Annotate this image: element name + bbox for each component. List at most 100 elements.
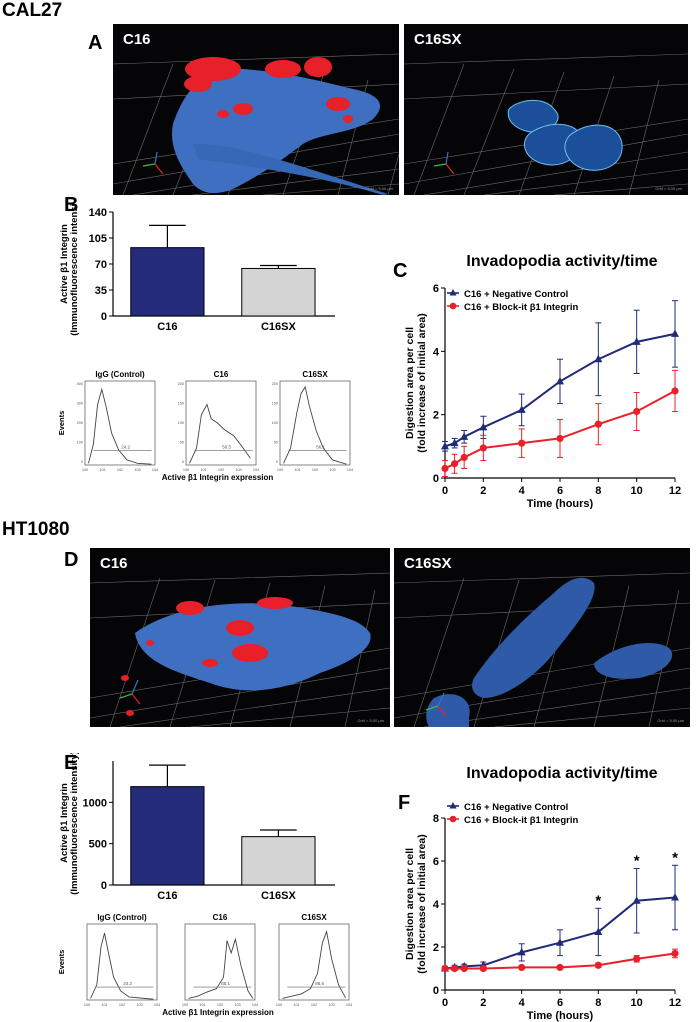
histogram-x-tick: 103	[235, 468, 241, 472]
data-point	[460, 453, 468, 462]
histogram-curve	[283, 385, 347, 465]
histogram-title: C16SX	[302, 370, 328, 379]
histogram-x-tick: 100	[183, 468, 189, 472]
significance-star: *	[634, 853, 640, 870]
panel-label-c: C	[393, 260, 408, 282]
flow-histogram-2: C16 85.1 100 101 102 103 104	[182, 913, 258, 1007]
micrograph-d-c16sx: C16SX Grid = 5.00 µm	[394, 548, 690, 727]
data-point	[518, 963, 526, 972]
histogram-x-tick: 103	[328, 1003, 334, 1007]
panel-label-e: E	[64, 752, 78, 774]
data-point	[460, 432, 469, 440]
histogram-y-tick: 0	[81, 460, 83, 464]
histogram-x-tick: 101	[200, 468, 206, 472]
histogram-title: C16	[213, 913, 228, 922]
flow-histogram-3: C16SX 56.1 200 150 100 50 0 100 101 102 103 104	[272, 370, 354, 472]
micrograph-a-c16-image	[113, 53, 399, 195]
section-title-ht1080: HT1080	[2, 519, 70, 540]
legend-marker	[449, 302, 457, 310]
micrograph-a-c16-scale: Grid = 5.00 µm	[366, 186, 393, 191]
histogram-curve	[188, 937, 254, 999]
histogram-frame	[185, 380, 257, 466]
x-tick-label: 2	[480, 485, 486, 497]
x-tick-label: 4	[519, 997, 526, 1009]
data-point	[594, 354, 603, 363]
histogram-y-tick: 150	[272, 402, 278, 406]
micrograph-d-c16: C16 Grid = 5.00 µm	[90, 548, 390, 727]
gate-value: 85.1	[221, 981, 230, 986]
micrograph-d-c16sx-title: C16SX	[404, 555, 452, 572]
x-tick-label: 2	[480, 997, 486, 1009]
series-block-it	[441, 948, 679, 973]
histogram-x-tick: 102	[119, 1003, 125, 1007]
histogram-x-tick: 104	[253, 468, 259, 472]
category-label: C16	[157, 890, 177, 902]
data-point	[594, 961, 602, 969]
histogram-frame	[278, 923, 350, 1001]
histogram-curve	[90, 933, 154, 1000]
micrograph-a-c16sx: C16SX Grid = 5.00 µm	[404, 24, 688, 195]
histogram-y-tick: 100	[272, 421, 278, 425]
histogram-x-tick: 102	[312, 468, 318, 472]
y-tick-label: 6	[433, 856, 439, 868]
y-tick-label: 140	[89, 207, 107, 219]
histogram-y-tick: 0	[182, 460, 184, 464]
x-tick-label: 8	[595, 485, 601, 497]
flow-y-label: Events	[57, 950, 66, 975]
histogram-y-tick: 50	[274, 441, 278, 445]
y-axis-label-2: (fold increase of initial area)	[416, 834, 428, 973]
chart-title: Invadopodia activity/time	[466, 253, 657, 270]
histogram-y-tick: 150	[178, 402, 184, 406]
micrograph-a-c16sx-scale: Grid = 5.00 µm	[655, 186, 682, 191]
flow-histogram-1: IgG (Control) 24.2 100 101 102 103 104	[84, 913, 160, 1007]
x-tick-label: 12	[669, 485, 681, 497]
y-tick-label: 0	[433, 473, 439, 485]
histogram-x-tick: 102	[217, 1003, 223, 1007]
histogram-y-tick: 50	[180, 441, 184, 445]
y-tick-label: 105	[89, 233, 107, 245]
data-point	[517, 947, 526, 956]
histogram-x-tick: 102	[218, 468, 224, 472]
y-tick-label: 4	[433, 346, 440, 358]
panel-label-a: A	[88, 32, 103, 54]
histogram-x-tick: 100	[84, 1003, 90, 1007]
x-tick-label: 0	[442, 485, 448, 497]
histogram-curve	[88, 387, 152, 465]
data-point	[479, 964, 487, 973]
y-tick-label: 70	[95, 259, 107, 271]
significance-star: *	[672, 849, 678, 866]
legend-marker	[449, 802, 457, 809]
chart-title: Invadopodia activity/time	[466, 765, 657, 782]
data-point	[671, 893, 679, 901]
bar-c16	[130, 247, 205, 317]
bar-c16sx	[241, 267, 316, 317]
category-label: C16	[157, 321, 177, 333]
histogram-x-tick: 101	[199, 1003, 205, 1007]
histogram-y-tick: 400	[77, 382, 83, 386]
histogram-x-tick: 103	[136, 1003, 142, 1007]
histogram-curve	[189, 403, 251, 464]
histogram-frame	[279, 380, 351, 466]
legend-label: C16 + Block-it β1 Integrin	[464, 302, 578, 313]
flow-panel-e: Events IgG (Control) 24.2 100 101 102 103 104 C1…	[55, 907, 395, 1022]
histogram-y-tick: 100	[178, 421, 184, 425]
micrograph-d-c16-image	[90, 572, 390, 727]
data-point	[460, 964, 468, 973]
data-point	[556, 938, 564, 946]
x-tick-label: 6	[557, 997, 563, 1009]
histogram-y-tick: 200	[77, 421, 83, 425]
micrograph-d-c16sx-image	[394, 572, 690, 727]
histogram-x-tick: 103	[234, 1003, 240, 1007]
y-tick-label: 1000	[83, 797, 107, 809]
y-axis-label-2: (Immunofluorescence intensity)	[69, 753, 80, 895]
data-point	[671, 329, 679, 337]
y-tick-label: 2	[433, 410, 439, 422]
gate-value: 56.1	[316, 445, 325, 450]
flow-histogram-1: IgG (Control) 24.2 400 300 200 100 0 100 101 102 1…	[77, 370, 159, 472]
histogram-x-tick: 100	[277, 468, 283, 472]
data-point	[450, 964, 459, 973]
flow-histograms-b: Events IgG (Control) 24.2 400 300 200 100 0 100 1…	[57, 370, 354, 482]
y-tick-label: 6	[433, 283, 439, 295]
legend-marker	[449, 815, 457, 823]
bar-chart-b: 0 35 70 105 140 C16 C16SX Active β1 Integrin (Im…	[60, 204, 335, 336]
